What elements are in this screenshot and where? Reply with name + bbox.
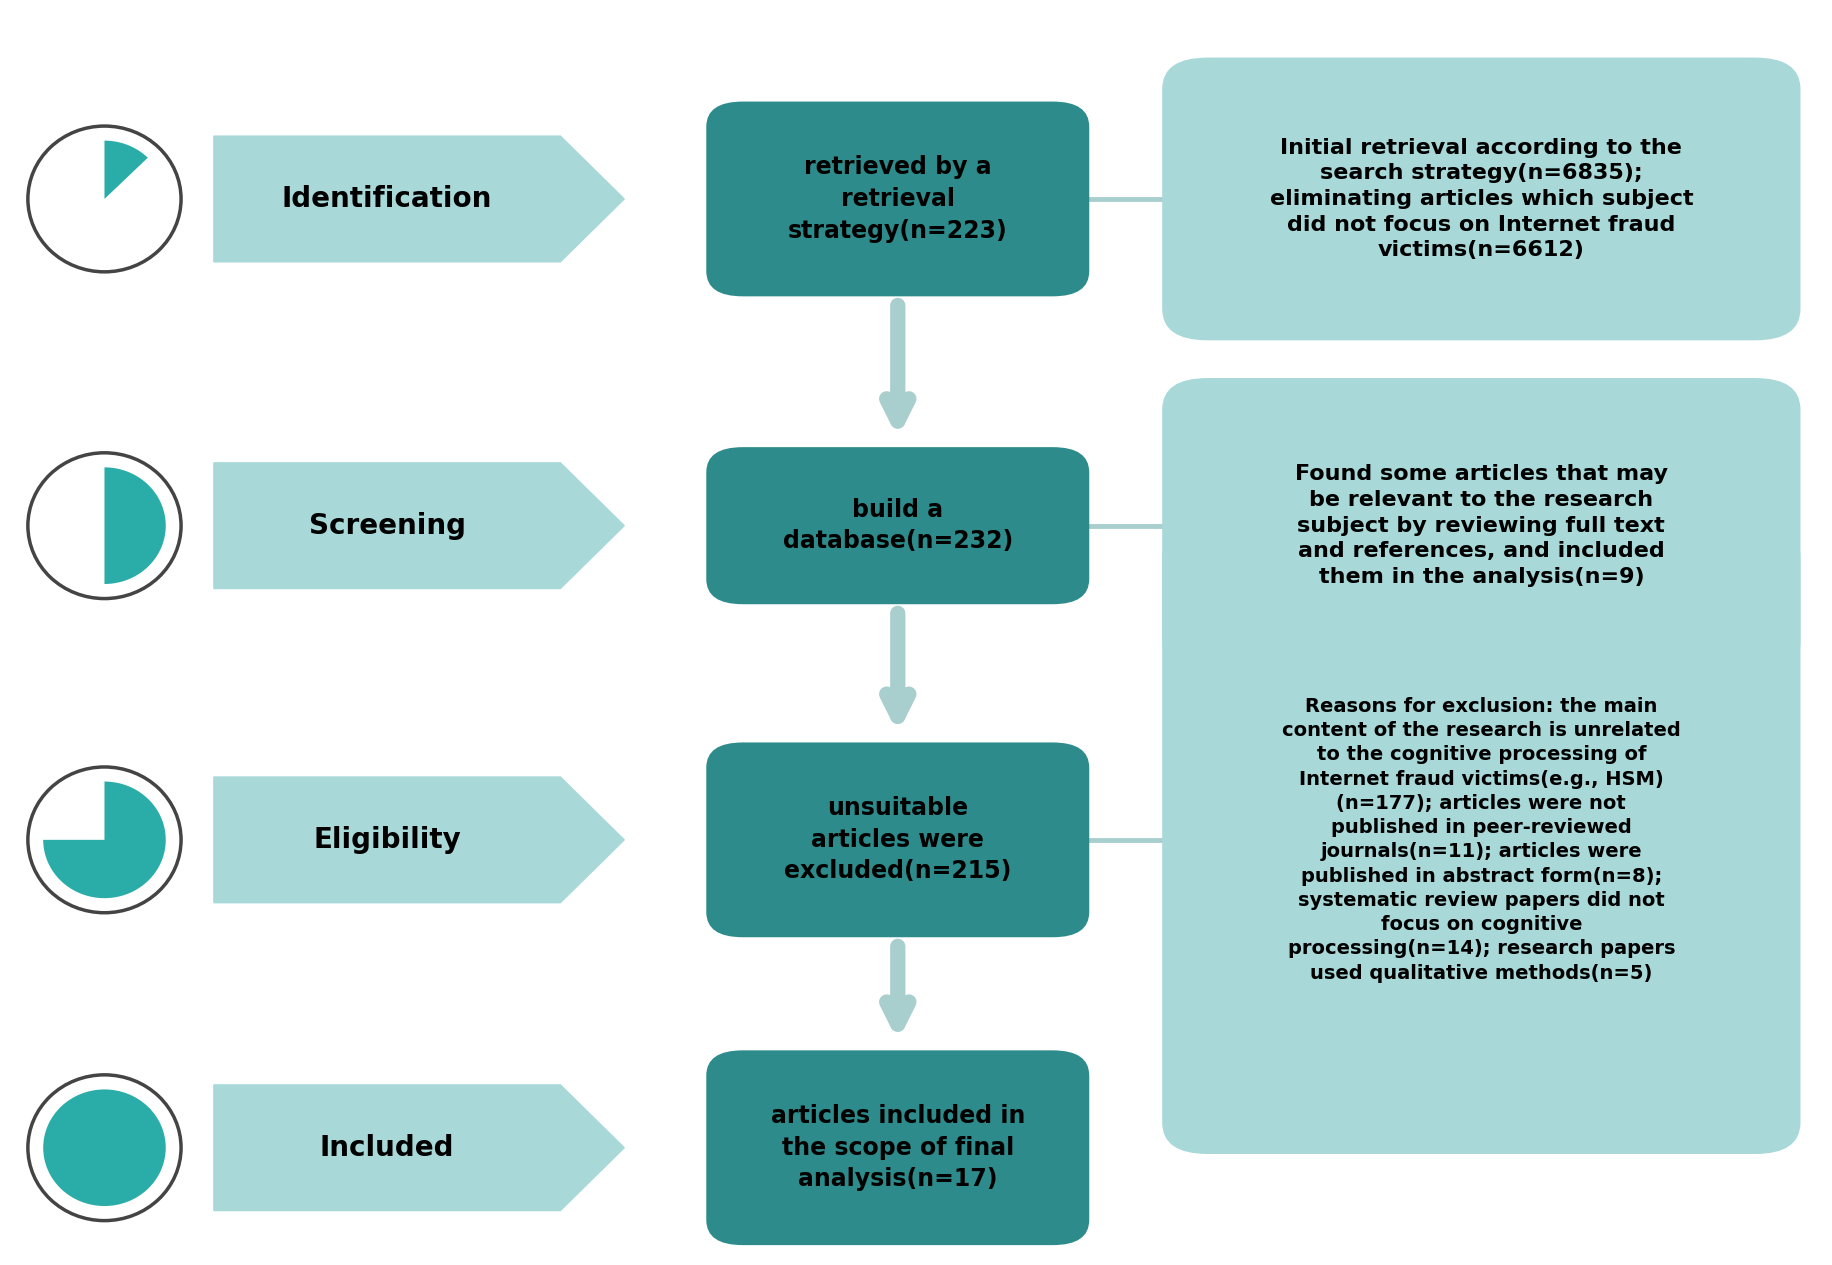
Polygon shape xyxy=(104,467,165,584)
FancyBboxPatch shape xyxy=(707,447,1090,605)
FancyBboxPatch shape xyxy=(1161,58,1801,340)
Text: articles included in
the scope of final
analysis(n=17): articles included in the scope of final … xyxy=(771,1104,1024,1192)
Polygon shape xyxy=(214,1085,625,1211)
Ellipse shape xyxy=(27,1075,181,1221)
Polygon shape xyxy=(214,463,625,588)
FancyBboxPatch shape xyxy=(1161,526,1801,1154)
Text: Reasons for exclusion: the main
content of the research is unrelated
to the cogn: Reasons for exclusion: the main content … xyxy=(1282,697,1680,983)
Polygon shape xyxy=(214,777,625,903)
FancyBboxPatch shape xyxy=(707,743,1090,937)
Text: Screening: Screening xyxy=(308,511,465,540)
Polygon shape xyxy=(104,140,148,199)
Text: Found some articles that may
be relevant to the research
subject by reviewing fu: Found some articles that may be relevant… xyxy=(1295,464,1667,587)
Text: Included: Included xyxy=(321,1133,454,1161)
Ellipse shape xyxy=(27,767,181,913)
FancyBboxPatch shape xyxy=(707,101,1090,296)
Text: Identification: Identification xyxy=(282,185,493,213)
Text: unsuitable
articles were
excluded(n=215): unsuitable articles were excluded(n=215) xyxy=(784,796,1011,883)
Polygon shape xyxy=(214,137,625,262)
Polygon shape xyxy=(44,782,165,898)
Text: retrieved by a
retrieval
strategy(n=223): retrieved by a retrieval strategy(n=223) xyxy=(788,156,1008,243)
Text: Initial retrieval according to the
search strategy(n=6835);
eliminating articles: Initial retrieval according to the searc… xyxy=(1270,138,1693,261)
Text: build a
database(n=232): build a database(n=232) xyxy=(782,498,1013,554)
Ellipse shape xyxy=(44,1089,165,1206)
FancyBboxPatch shape xyxy=(1161,378,1801,673)
Ellipse shape xyxy=(27,453,181,598)
FancyBboxPatch shape xyxy=(707,1050,1090,1245)
Ellipse shape xyxy=(27,126,181,272)
Text: Eligibility: Eligibility xyxy=(313,826,462,854)
